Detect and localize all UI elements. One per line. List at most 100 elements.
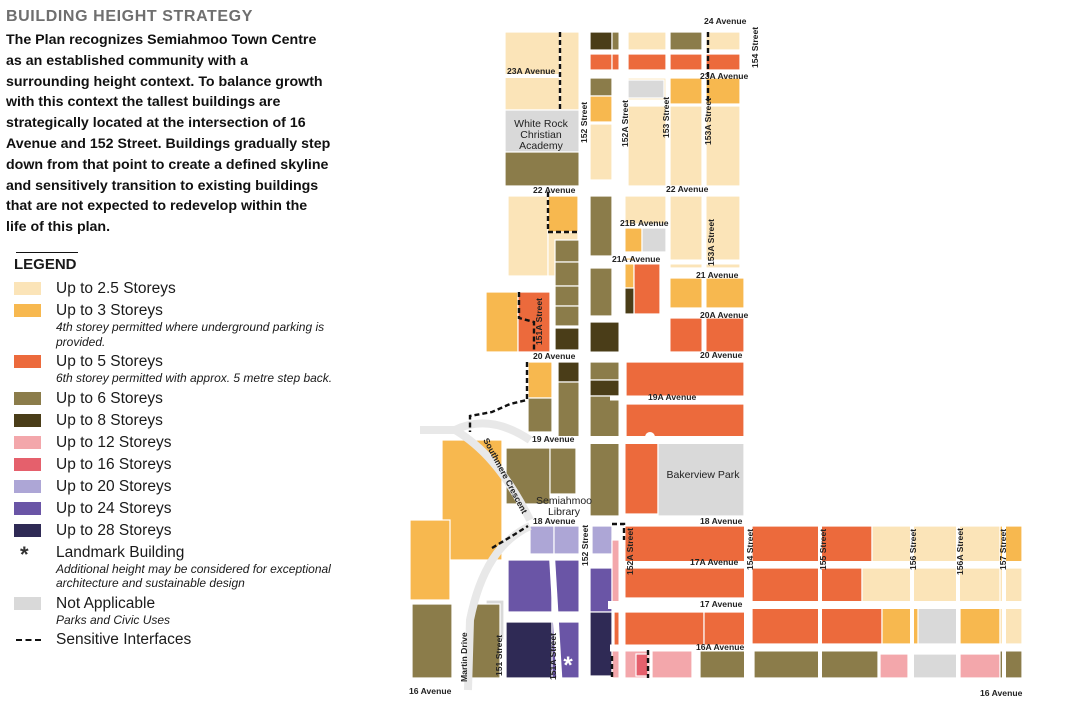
street-label-21a-avenue: 21A Avenue [612,254,660,264]
legend-swatch [14,355,41,368]
street-label-17a-avenue: 17A Avenue [690,557,738,567]
legend-label: Up to 2.5 Storeys [56,280,176,297]
map-parcel [651,649,693,679]
asterisk-icon: * [20,541,29,567]
map-parcel [861,567,1003,603]
legend-note: Additional height may be considered for … [56,561,331,591]
street-label-153-street: 153 Street [661,97,671,138]
street-label-155-street: 155 Street [818,529,828,570]
legend-note: Parks and Civic Uses [56,612,171,627]
map-parcel [505,621,553,679]
legend-label: Not Applicable [56,594,156,612]
legend-item: Up to 12 Storeys [14,433,334,455]
place-label-white-rock-3: Academy [519,140,564,152]
street-label-151a-street-south: 151A Street [548,633,558,680]
map-curved-road [452,426,534,522]
legend-item: Up to 2.5 Storeys [14,279,334,301]
street-label-152a-street-south: 152A Street [625,528,635,575]
legend-label: Up to 20 Storeys [56,477,172,495]
map-parcel [554,261,580,287]
legend-items: Up to 2.5 Storeys Up to 3 Storeys 4th stor… [14,279,334,543]
street-label-martin-drive: Martin Drive [459,632,469,682]
map-parcel [554,239,580,263]
legend-swatch [14,596,41,610]
place-label-white-rock-2: Christian [520,129,562,141]
legend-swatch [14,523,41,537]
legend-item: Up to 8 Storeys [14,411,334,433]
map-parcel [557,381,581,443]
map-parcel [623,441,659,515]
street-label-151a-street: 151A Street [534,298,544,345]
map-parcel [589,321,621,355]
legend-label: Up to 16 Storeys [56,455,172,473]
street-label-151-street: 151 Street [494,635,504,676]
legend-swatch [14,391,41,405]
map-parcel [703,611,749,647]
legend-swatch [14,282,41,295]
map-parcel [589,611,613,677]
map-parcel [641,227,667,253]
intro-paragraph: The Plan recognizes Semiahmoo Town Centr… [6,32,331,236]
street-label-23a-avenue-west: 23A Avenue [507,66,555,76]
map-parcel [589,379,623,397]
map-parcel [699,649,749,679]
map-parcel [959,607,1001,645]
street-label-16a-avenue: 16A Avenue [696,642,744,652]
street-label-21b-avenue: 21B Avenue [620,218,669,228]
street-label-154-street-south: 154 Street [745,529,755,570]
map-parcel [633,261,661,315]
map-curved-road [464,522,532,691]
map-parcel [549,447,577,495]
legend-item: Up to 20 Storeys [14,477,334,499]
map-parcel [527,397,553,433]
legend-item-not-applicable: Not Applicable Parks and Civic Uses [14,594,334,628]
map-parcel [557,361,581,383]
place-label-white-rock-1: White Rock [514,118,568,130]
legend: LEGEND Up to 2.5 Storeys Up to 3 Storeys 4… [14,256,334,652]
map-parcel [589,53,613,71]
street-label-156a-street: 156A Street [955,528,965,575]
map-parcel [589,361,623,381]
legend-label: Up to 5 Storeys [56,353,163,370]
legend-label: Up to 3 Storeys [56,302,163,319]
map-parcel [669,105,703,187]
map-parcel [751,525,873,565]
map-parcel [485,291,519,353]
map-parcel [547,195,579,233]
legend-note: 6th storey permitted with approx. 5 metr… [56,371,333,385]
map-parcel [627,31,667,51]
map-parcel [917,607,959,645]
legend-label: Up to 12 Storeys [56,433,172,451]
legend-label: Landmark Building [56,543,185,561]
map-parcel [507,195,549,277]
dashed-line-icon [16,639,41,641]
street-label-20-avenue-west: 20 Avenue [533,351,576,361]
map-parcel [554,327,580,351]
legend-title: LEGEND [14,256,77,273]
map-parcel [881,607,923,645]
map-parcel [554,285,580,307]
street-label-22-avenue-east: 22 Avenue [666,184,709,194]
street-label-153a-street: 153A Street [703,98,713,145]
map-roads [420,30,1024,691]
map-parcel [871,525,1003,565]
legend-swatch [14,501,41,515]
street-label-156-street: 156 Street [908,529,918,570]
place-label-bakerview-park: Bakerview Park [667,469,741,481]
legend-label: Sensitive Interfaces [56,631,192,648]
map-parcel [527,361,553,399]
map-parcel [589,195,613,257]
map-parcel [589,123,613,181]
map-parcel [625,403,745,441]
map-parcel [507,559,553,613]
legend-swatch [14,413,41,427]
street-label-17-avenue: 17 Avenue [700,599,743,609]
map-parcel [589,95,613,123]
map-parcel [411,603,453,679]
sensitive-interfaces [468,32,710,678]
street-label-20-avenue-east: 20 Avenue [700,350,743,360]
map-parcel [753,649,879,679]
map-parcel [589,395,623,517]
street-label-19-avenue: 19 Avenue [532,434,575,444]
map-parcel [589,77,613,97]
